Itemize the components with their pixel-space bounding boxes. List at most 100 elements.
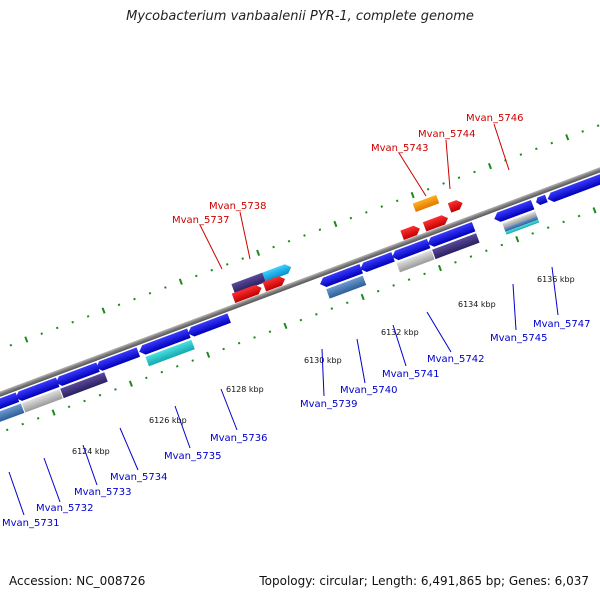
- gene-arrow[interactable]: [262, 274, 287, 292]
- reverse-gene-labels: Mvan_5731 Mvan_5732 Mvan_5733 Mvan_5734 …: [2, 319, 590, 529]
- gene-label[interactable]: Mvan_5736: [210, 433, 267, 444]
- leader-line: [493, 123, 510, 171]
- gene-arrow[interactable]: [447, 198, 465, 213]
- leader-line: [398, 152, 427, 197]
- leader-line: [321, 348, 325, 397]
- gene-arrow[interactable]: [137, 328, 191, 356]
- tick-mark: [36, 417, 40, 420]
- gene-arrow[interactable]: [412, 194, 440, 213]
- gene-arrow[interactable]: [0, 392, 20, 418]
- gene-arrow[interactable]: [426, 222, 476, 249]
- tick-mark: [272, 245, 275, 249]
- gene-arrow[interactable]: [505, 219, 540, 235]
- gene-label[interactable]: Mvan_5745: [490, 333, 547, 344]
- kbp-label: 6136 kbp: [537, 275, 575, 284]
- tick-mark: [195, 274, 198, 278]
- tick-mark: [454, 261, 457, 264]
- gene-arrow[interactable]: [504, 215, 539, 232]
- tick-mark: [86, 315, 90, 318]
- tick-mark: [83, 399, 86, 403]
- tick-mark: [40, 332, 44, 336]
- tick-mark: [287, 239, 291, 243]
- gene-label[interactable]: Mvan_5747: [533, 319, 590, 330]
- tick-mark: [438, 264, 442, 272]
- gene-arrow[interactable]: [186, 313, 231, 338]
- gene-arrow[interactable]: [400, 224, 421, 240]
- gene-arrow[interactable]: [396, 250, 435, 273]
- tick-mark: [360, 293, 365, 301]
- gene-arrow[interactable]: [54, 362, 100, 387]
- gene-label[interactable]: Mvan_5742: [427, 354, 484, 365]
- leader-line: [445, 139, 451, 190]
- leader-line: [239, 211, 251, 260]
- reverse-genes: [0, 170, 600, 428]
- gene-label[interactable]: Mvan_5740: [340, 385, 397, 396]
- gene-label[interactable]: Mvan_5739: [300, 399, 357, 410]
- gene-arrow[interactable]: [231, 283, 264, 304]
- gene-arrow[interactable]: [262, 262, 293, 282]
- gene-arrow[interactable]: [359, 252, 395, 274]
- tick-mark: [535, 147, 538, 151]
- tick-mark: [565, 134, 570, 141]
- forward-gene-labels: Mvan_5737 Mvan_5738 Mvan_5743 Mvan_5744 …: [172, 113, 523, 226]
- gene-arrow[interactable]: [60, 372, 108, 399]
- gene-arrow[interactable]: [492, 199, 535, 224]
- gene-label[interactable]: Mvan_5743: [371, 143, 428, 154]
- tick-mark: [395, 199, 399, 203]
- tick-mark: [241, 257, 244, 260]
- genome-backbone: [0, 153, 600, 411]
- tick-mark: [117, 303, 121, 307]
- gene-arrow[interactable]: [94, 347, 141, 372]
- tick-mark: [592, 207, 597, 214]
- tick-mark: [256, 249, 261, 256]
- tick-mark: [237, 341, 241, 345]
- gene-label[interactable]: Mvan_5744: [418, 129, 475, 140]
- tick-mark: [114, 388, 117, 391]
- gene-arrow[interactable]: [14, 377, 60, 403]
- gene-label[interactable]: Mvan_5737: [172, 215, 229, 226]
- gene-label[interactable]: Mvan_5738: [209, 201, 266, 212]
- leader-line: [174, 405, 191, 449]
- tick-mark: [487, 162, 492, 170]
- tick-mark: [133, 297, 136, 301]
- gene-label[interactable]: Mvan_5731: [2, 518, 59, 529]
- gene-arrow[interactable]: [0, 403, 25, 428]
- tick-mark: [5, 428, 9, 432]
- gene-label[interactable]: Mvan_5733: [74, 487, 131, 498]
- tick-mark: [206, 351, 211, 358]
- gene-arrow[interactable]: [21, 389, 63, 413]
- gene-arrow[interactable]: [422, 213, 450, 232]
- gene-arrow[interactable]: [318, 264, 363, 289]
- leader-line: [43, 457, 61, 503]
- gene-arrow[interactable]: [535, 194, 548, 206]
- tick-mark: [225, 263, 229, 266]
- tick-mark: [515, 236, 520, 243]
- gene-arrow[interactable]: [502, 211, 537, 229]
- tick-mark: [546, 226, 550, 229]
- leader-line: [392, 324, 407, 367]
- tick-mark: [175, 365, 179, 368]
- gene-label[interactable]: Mvan_5746: [466, 113, 523, 124]
- gene-label[interactable]: Mvan_5735: [164, 451, 221, 462]
- tick-mark: [426, 187, 430, 191]
- tick-mark: [410, 191, 415, 199]
- gene-arrow[interactable]: [432, 233, 480, 260]
- leader-lines: [8, 123, 559, 516]
- leader-line: [426, 311, 452, 353]
- gene-label[interactable]: Mvan_5734: [110, 472, 167, 483]
- tick-mark: [178, 278, 183, 285]
- tick-mark: [330, 307, 334, 310]
- gene-arrow[interactable]: [145, 339, 195, 367]
- tick-mark: [596, 124, 600, 127]
- gene-label[interactable]: Mvan_5732: [36, 503, 93, 514]
- leader-line: [82, 444, 98, 486]
- gene-arrow[interactable]: [546, 170, 600, 204]
- leader-line: [119, 427, 139, 471]
- tick-mark: [55, 326, 59, 330]
- gene-label[interactable]: Mvan_5741: [382, 369, 439, 380]
- gene-arrow[interactable]: [390, 238, 431, 262]
- gene-arrow[interactable]: [326, 275, 367, 299]
- tick-mark: [345, 301, 349, 305]
- tick-mark: [485, 249, 488, 253]
- gene-arrow[interactable]: [231, 272, 266, 294]
